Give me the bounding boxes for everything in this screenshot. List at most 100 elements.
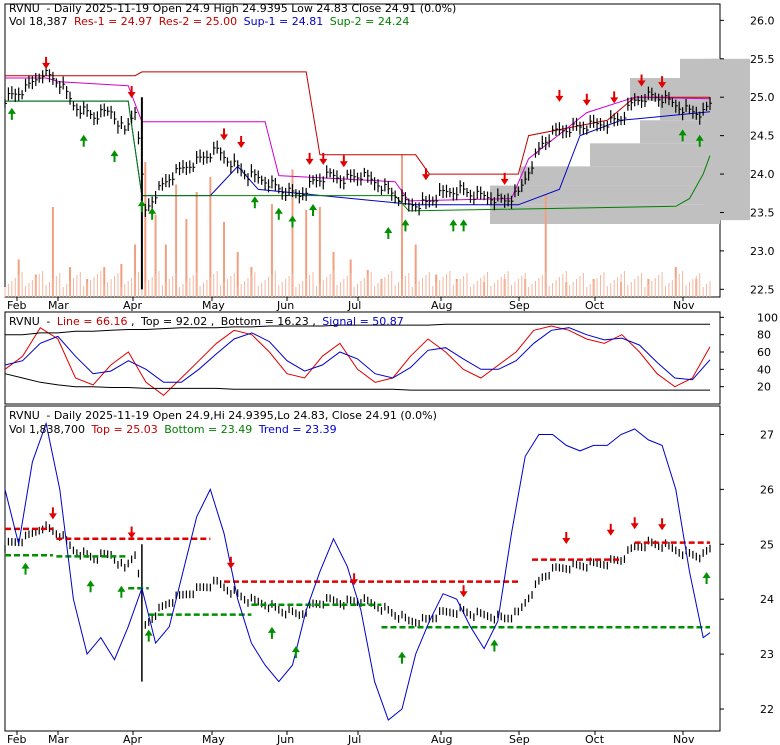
trend-header-line2: Vol 1,838,700 Top = 25.03 Bottom = 23.49… [9,423,337,436]
volume-bar [161,285,163,297]
volume-bar [466,273,468,297]
x-tick-label: Nov [673,299,695,312]
y-tick-label: 27 [760,428,774,441]
y-tick-label: 23.5 [750,206,775,219]
buy-arrow-icon [110,150,119,163]
volume-profile [490,58,750,224]
volume-bar [202,283,204,297]
price-bars [4,62,712,290]
volume-bar [309,275,311,297]
volume-bar [72,278,74,297]
volume-bar [411,287,413,297]
volume-bar [179,287,181,297]
sell-arrow-icon [237,136,246,148]
volume-bar [404,276,406,297]
volume-bars [4,154,711,297]
volume-bar [538,278,540,297]
volume-bar [370,272,372,297]
volume-bar [230,276,232,297]
y-tick-label: 22 [760,703,774,716]
volume-bar [206,280,208,297]
volume-bar [401,279,403,297]
volume-bar [452,285,454,297]
trend-line [4,421,711,721]
volume-bar [428,272,430,297]
volume-bar [18,275,20,297]
buy-arrow-icon [117,585,126,598]
volume-bar [103,267,106,297]
x-tick-label: Jun [276,733,294,745]
volume-bar [651,281,653,297]
y-tick-label: 26.0 [750,14,775,27]
buy-arrow-icon [144,629,153,642]
x-tick-label: Oct [585,299,605,312]
x-tick-label: Jul [347,733,361,745]
volume-bar [432,286,434,297]
sell-arrow-icon [48,507,57,520]
volume-profile-edge [705,58,750,221]
buy-arrow-icon [397,651,406,664]
sell-arrow-icon [421,168,430,181]
volume-bar [110,279,112,297]
volume-bar [42,271,44,297]
volume-bar [305,210,308,297]
volume-bar [500,277,502,297]
volume-bar [459,279,461,297]
volume-bar [182,284,184,297]
volume-bar [490,286,492,297]
volume-bar [706,284,708,297]
y-tick-label: 23 [760,648,774,661]
volume-bar [504,274,506,297]
volume-bar [562,274,564,297]
volume-bar [623,271,625,297]
volume-bar [199,286,201,297]
volume-bar [237,287,239,297]
volume-bar [66,284,68,297]
y-tick-label: 24 [760,593,774,606]
volume-bar [264,280,266,297]
x-tick-label: Mar [48,299,69,312]
volume-bar [675,277,677,297]
volume-bar [209,177,212,297]
x-tick-label: Oct [585,733,605,745]
volume-bar [148,280,150,297]
volume-bar [305,278,307,297]
volume-bar [333,271,335,297]
volume-bar [572,282,574,297]
volume-bar [593,281,595,297]
trend-panel: 27 26 25 24 23 22 Feb Mar Apr May Jun Jul Aug Sep Oct N… [4,421,774,745]
volume-bar [216,271,218,297]
volume-bar [233,273,235,297]
y-tick-label: 25 [760,538,774,551]
volume-bar [627,285,629,297]
buy-arrow-icon [309,203,318,216]
volume-bar [363,278,365,297]
volume-bar [195,192,198,297]
volume-bar [682,271,684,297]
volume-bar [517,279,519,297]
volume-bar [480,278,482,297]
volume-bar [582,273,584,297]
volume-bar [134,244,137,297]
buy-arrow-icon [86,580,95,593]
volume-bar [69,281,71,297]
volume-bar [586,287,588,297]
volume-bar [90,280,92,297]
volume-bar [449,271,451,297]
volume-bar [103,285,105,297]
volume-bar [318,207,321,297]
volume-bar [589,284,591,297]
volume-bar [678,274,680,297]
volume-bar [343,279,345,297]
x-tick-label: Feb [7,733,26,745]
sell-arrow-icon [42,56,51,69]
volume-bar [51,207,54,297]
volume-bar [336,285,338,297]
volume-bar [346,276,348,297]
volume-bar [565,271,567,297]
volume-bar [48,282,50,297]
volume-bar [131,278,133,297]
y-tick-label: 20 [757,381,771,394]
volume-bar [514,282,516,297]
volume-bar [175,273,177,297]
